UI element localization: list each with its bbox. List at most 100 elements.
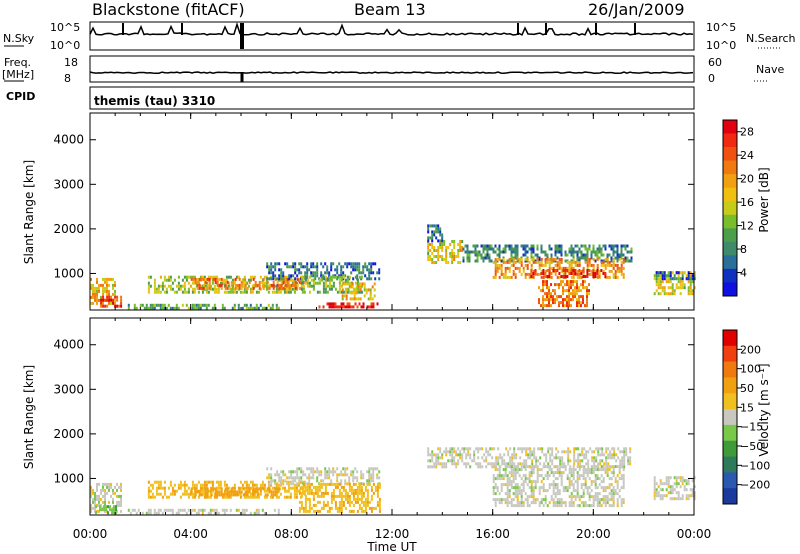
range-gate-cell <box>606 471 609 475</box>
range-gate-cell <box>494 263 497 267</box>
range-gate-cell <box>233 281 236 285</box>
range-gate-cell <box>238 277 241 281</box>
range-gate-cell <box>530 471 533 475</box>
range-gate-cell <box>530 483 533 487</box>
range-gate-cell <box>191 275 194 279</box>
range-gate-cell <box>441 239 444 243</box>
range-gate-cell <box>289 290 292 294</box>
range-gate-cell <box>488 244 491 248</box>
range-gate-cell <box>512 269 515 273</box>
range-gate-cell <box>538 492 541 496</box>
range-gate-cell <box>290 274 293 278</box>
range-gate-cell <box>147 480 150 484</box>
range-gate-cell <box>578 269 581 272</box>
range-gate-cell <box>192 277 195 281</box>
range-gate-cell <box>322 506 325 510</box>
range-gate-cell <box>576 286 578 290</box>
range-gate-cell <box>609 450 612 454</box>
range-gate-cell <box>546 275 549 278</box>
range-gate-cell <box>92 488 94 492</box>
range-gate-cell <box>249 275 252 279</box>
range-gate-cell <box>558 301 560 305</box>
range-gate-cell <box>348 277 351 281</box>
range-gate-cell <box>556 483 559 487</box>
range-gate-cell <box>338 281 341 285</box>
range-gate-cell <box>524 465 527 469</box>
range-gate-cell <box>590 256 593 260</box>
range-gate-cell <box>538 301 540 305</box>
range-gate-cell <box>312 467 315 471</box>
range-gate-cell <box>161 511 164 515</box>
range-gate-cell <box>498 253 501 257</box>
range-gate-cell <box>196 277 199 281</box>
range-gate-cell <box>568 292 570 296</box>
range-gate-cell <box>334 494 337 498</box>
range-gate-cell <box>621 456 624 460</box>
range-gate-cell <box>336 485 339 489</box>
range-gate-cell <box>570 501 573 505</box>
range-gate-cell <box>157 303 160 307</box>
range-gate-cell <box>151 486 154 490</box>
range-gate-cell <box>441 453 444 457</box>
range-gate-cell <box>322 503 325 507</box>
range-gate-cell <box>306 488 309 492</box>
range-gate-cell <box>542 504 545 508</box>
range-gate-cell <box>437 252 440 255</box>
range-gate-cell <box>657 271 660 275</box>
range-gate-cell <box>534 486 537 490</box>
range-gate-cell <box>544 269 547 273</box>
power-panel-frame <box>89 112 695 311</box>
range-gate-cell <box>536 468 539 472</box>
range-gate-cell <box>429 465 432 469</box>
range-gate-cell <box>691 488 694 492</box>
range-gate-cell <box>376 503 379 507</box>
range-gate-cell <box>266 265 269 269</box>
range-gate-cell <box>683 488 686 492</box>
range-gate-cell <box>455 465 458 469</box>
range-gate-cell <box>657 292 660 296</box>
range-gate-cell <box>588 283 590 287</box>
range-gate-cell <box>514 253 517 257</box>
range-gate-cell <box>588 244 591 248</box>
range-gate-cell <box>561 459 564 463</box>
range-gate-cell <box>303 480 306 484</box>
range-gate-cell <box>659 274 662 278</box>
range-gate-cell <box>106 277 108 281</box>
range-gate-cell <box>624 247 627 251</box>
range-gate-cell <box>354 281 357 285</box>
range-gate-cell <box>515 453 518 457</box>
range-gate-cell <box>328 281 331 285</box>
range-gate-cell <box>490 244 493 248</box>
range-gate-cell <box>106 283 108 287</box>
range-gate-cell <box>298 500 301 504</box>
range-gate-cell <box>298 271 301 275</box>
range-gate-cell <box>326 265 329 269</box>
range-gate-cell <box>338 262 341 266</box>
range-gate-cell <box>548 468 551 472</box>
range-gate-cell <box>492 480 495 484</box>
range-gate-cell <box>312 284 315 288</box>
range-gate-cell <box>120 301 123 305</box>
range-gate-cell <box>292 262 295 266</box>
range-gate-cell <box>211 275 214 279</box>
range-gate-cell <box>481 447 484 451</box>
range-gate-cell <box>455 450 458 454</box>
range-gate-cell <box>118 485 120 489</box>
range-gate-cell <box>628 250 631 254</box>
range-gate-cell <box>356 500 359 504</box>
range-gate-cell <box>620 247 623 251</box>
range-gate-cell <box>372 476 375 480</box>
range-gate-cell <box>368 482 371 486</box>
range-gate-cell <box>278 479 281 483</box>
range-gate-cell <box>681 277 684 281</box>
range-gate-cell <box>226 490 229 494</box>
range-gate-cell <box>227 275 230 279</box>
range-gate-cell <box>447 261 450 264</box>
range-gate-cell <box>530 257 533 261</box>
range-gate-cell <box>457 462 460 466</box>
range-gate-cell <box>558 260 561 264</box>
range-gate-cell <box>576 256 579 260</box>
range-gate-cell <box>578 504 581 508</box>
range-gate-cell <box>536 257 539 261</box>
range-gate-cell <box>326 268 329 272</box>
